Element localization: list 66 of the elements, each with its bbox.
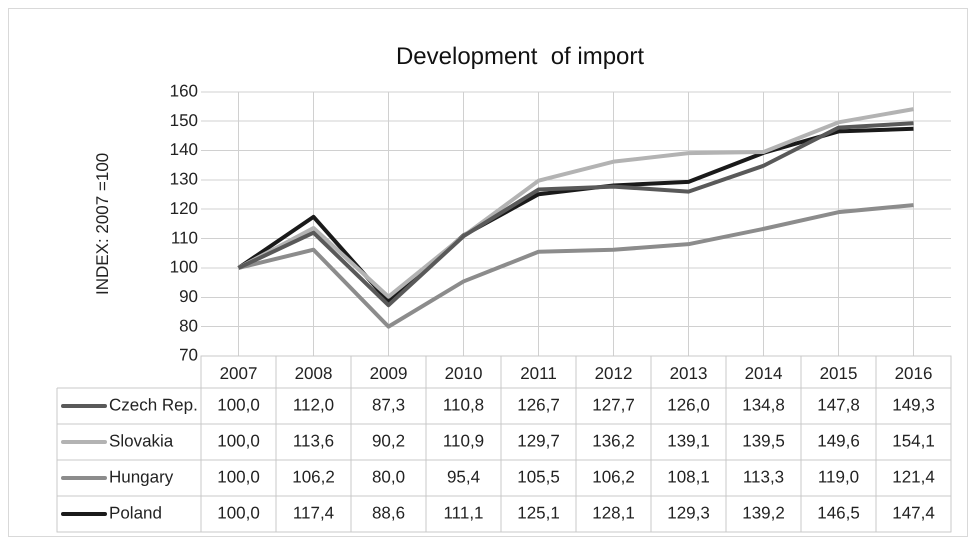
data-label: 100,0 xyxy=(217,504,260,523)
data-label: 139,1 xyxy=(667,432,710,451)
data-label: 129,3 xyxy=(667,504,710,523)
y-tick-label: 120 xyxy=(170,198,198,218)
data-label: 113,3 xyxy=(742,468,784,487)
data-label: 128,1 xyxy=(592,504,635,523)
data-label: 95,4 xyxy=(446,468,480,487)
data-label: 127,7 xyxy=(592,396,635,415)
x-tick-label: 2013 xyxy=(670,364,708,383)
data-label: 88,6 xyxy=(372,504,406,523)
data-label: 105,5 xyxy=(517,468,560,487)
y-tick-label: 100 xyxy=(170,258,198,277)
data-label: 110,8 xyxy=(442,396,484,415)
x-tick-label: 2008 xyxy=(294,364,332,383)
data-label: 125,1 xyxy=(517,504,560,523)
data-label: 149,6 xyxy=(817,432,860,451)
data-label: 111,1 xyxy=(443,504,484,523)
data-label: 139,2 xyxy=(742,504,785,523)
x-tick-label: 2016 xyxy=(894,364,932,383)
legend-label: Hungary xyxy=(109,468,174,487)
y-tick-label: 140 xyxy=(170,140,198,160)
legend-label: Slovakia xyxy=(109,432,174,451)
data-label: 147,4 xyxy=(892,504,935,523)
x-tick-label: 2010 xyxy=(444,364,482,383)
data-label: 119,0 xyxy=(818,468,860,487)
x-tick-label: 2014 xyxy=(744,364,782,383)
x-tick-label: 2009 xyxy=(370,364,408,383)
x-tick-label: 2011 xyxy=(520,364,557,383)
y-tick-label: 110 xyxy=(170,228,198,248)
y-tick-label: 160 xyxy=(170,81,198,100)
data-label: 110,9 xyxy=(442,432,484,451)
data-label: 100,0 xyxy=(217,432,260,451)
data-label: 121,4 xyxy=(892,468,935,487)
data-label: 136,2 xyxy=(592,432,635,451)
data-label: 129,7 xyxy=(517,432,560,451)
x-tick-label: 2015 xyxy=(820,364,858,383)
data-label: 139,5 xyxy=(742,432,785,451)
data-label: 149,3 xyxy=(892,396,935,415)
y-tick-label: 70 xyxy=(179,346,198,365)
data-label: 134,8 xyxy=(742,396,785,415)
data-label: 113,6 xyxy=(292,432,334,451)
y-axis-title: INDEX: 2007 =100 xyxy=(92,152,112,296)
y-tick-label: 90 xyxy=(179,286,198,306)
legend-label: Czech Rep. xyxy=(109,396,198,415)
x-tick-label: 2012 xyxy=(594,364,632,383)
data-label: 90,2 xyxy=(372,432,406,451)
data-label: 117,4 xyxy=(292,504,334,523)
data-label: 154,1 xyxy=(892,432,935,451)
x-tick-label: 2007 xyxy=(220,364,258,383)
data-label: 147,8 xyxy=(817,396,860,415)
data-label: 112,0 xyxy=(292,396,334,415)
data-label: 100,0 xyxy=(217,396,260,415)
y-tick-label: 150 xyxy=(170,110,198,130)
data-label: 106,2 xyxy=(292,468,335,487)
data-label: 100,0 xyxy=(217,468,260,487)
data-label: 80,0 xyxy=(372,468,406,487)
data-label: 87,3 xyxy=(372,396,406,415)
data-label: 126,7 xyxy=(517,396,560,415)
y-tick-label: 80 xyxy=(179,316,198,336)
data-label: 146,5 xyxy=(817,504,860,523)
data-label: 108,1 xyxy=(667,468,710,487)
data-label: 106,2 xyxy=(592,468,635,487)
y-tick-label: 130 xyxy=(170,170,198,189)
data-label: 126,0 xyxy=(667,396,710,415)
legend-label: Poland xyxy=(109,504,162,523)
chart-title: Development of import xyxy=(396,43,644,70)
